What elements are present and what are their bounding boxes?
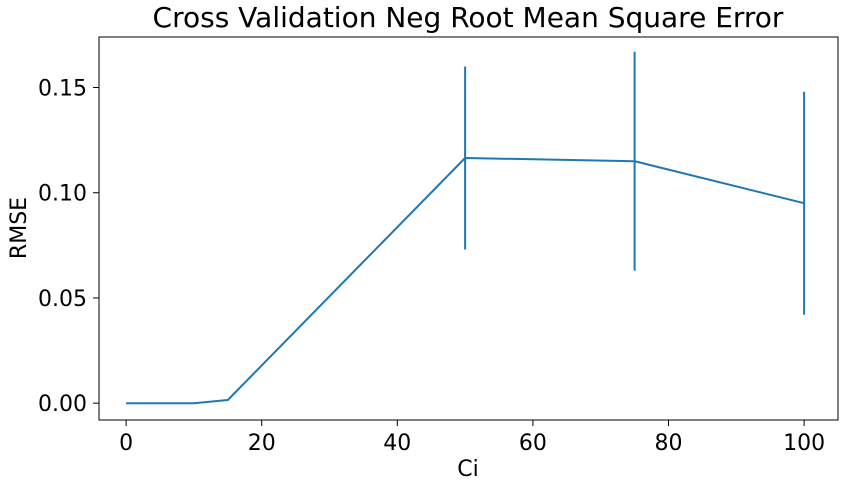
y-tick-label: 0.00 [38,392,87,417]
x-tick-label: 0 [119,431,133,456]
x-tick-label: 20 [248,431,276,456]
y-tick-label: 0.05 [38,287,87,312]
y-tick-label: 0.10 [38,182,87,207]
x-tick-label: 100 [783,431,825,456]
x-tick-label: 40 [383,431,411,456]
axis-ticks: 0 20 40 60 80 100 0.00 0.05 0.10 0.15 [38,77,825,456]
x-axis-label: Ci [457,457,478,482]
chart-title: Cross Validation Neg Root Mean Square Er… [153,1,784,34]
series-line [126,157,805,405]
plot-frame [98,36,839,421]
series-group [126,51,806,405]
y-axis-label: RMSE [7,197,32,259]
x-tick-label: 60 [519,431,547,456]
y-tick-label: 0.15 [38,77,87,102]
x-tick-label: 80 [655,431,683,456]
